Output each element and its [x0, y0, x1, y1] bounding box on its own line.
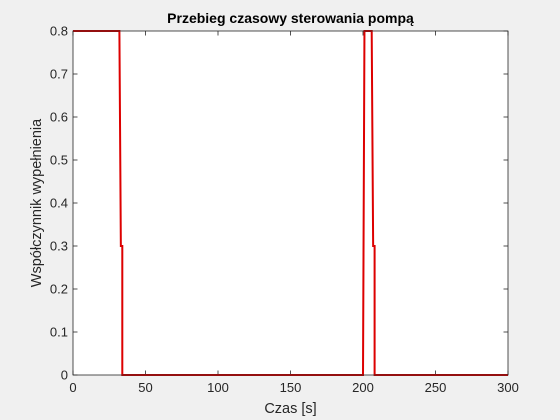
y-axis-label: Współczynnik wypełnienia [29, 118, 45, 287]
x-tick-label: 100 [207, 380, 229, 395]
plot-area-background [73, 31, 508, 375]
y-tick-label: 0.8 [50, 24, 68, 39]
y-tick-label: 0.5 [50, 153, 68, 168]
y-tick-label: 0.1 [50, 325, 68, 340]
y-tick-label: 0.4 [50, 196, 68, 211]
x-tick-label: 250 [425, 380, 447, 395]
tick-labels: 0 50 100 150 200 250 300 0 0.1 0.2 0.3 0.4 0.5 0.6 0.7… [50, 24, 519, 396]
x-tick-label: 300 [497, 380, 519, 395]
y-tick-label: 0 [61, 368, 68, 383]
x-tick-label: 200 [352, 380, 374, 395]
y-tick-label: 0.2 [50, 282, 68, 297]
y-tick-label: 0.3 [50, 239, 68, 254]
x-axis-label: Czas [s] [264, 401, 316, 417]
axes-box [72, 30, 509, 376]
x-tick-label: 0 [69, 380, 76, 395]
chart-title: Przebieg czasowy sterowania pompą [167, 10, 414, 26]
y-tick-label: 0.7 [50, 67, 68, 82]
x-tick-label: 150 [280, 380, 302, 395]
x-tick-label: 50 [138, 380, 152, 395]
y-tick-label: 0.6 [50, 110, 68, 125]
